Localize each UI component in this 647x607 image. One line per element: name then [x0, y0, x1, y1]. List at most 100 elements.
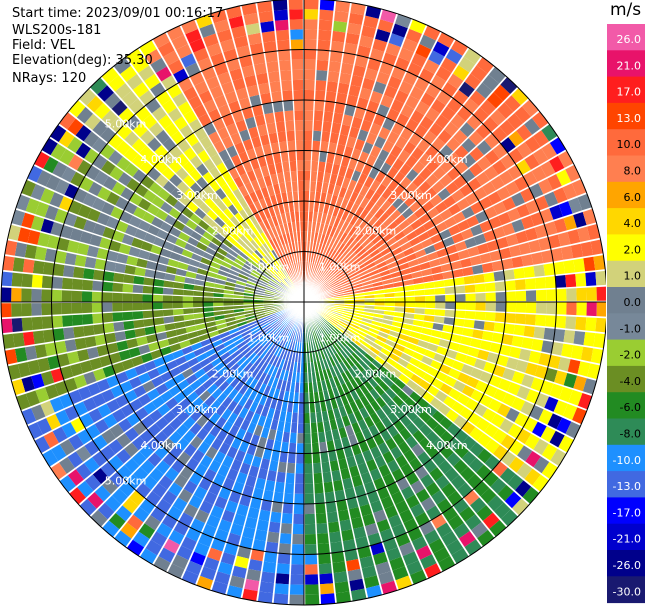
velocity-gate — [433, 240, 446, 251]
velocity-gate — [364, 575, 380, 589]
velocity-gate — [340, 62, 354, 75]
velocity-gate — [294, 483, 304, 494]
velocity-gate — [207, 547, 223, 562]
velocity-gate — [282, 327, 289, 337]
velocity-gate — [406, 379, 419, 391]
velocity-gate — [538, 236, 551, 251]
velocity-gate — [255, 286, 266, 292]
velocity-gate — [279, 245, 286, 256]
velocity-gate — [57, 237, 70, 252]
velocity-gate — [394, 302, 405, 307]
velocity-gate — [239, 462, 251, 475]
velocity-gate — [222, 477, 236, 491]
velocity-gate — [249, 94, 262, 107]
velocity-gate — [170, 187, 184, 201]
velocity-gate — [511, 335, 524, 348]
velocity-gate — [58, 130, 75, 148]
velocity-gate — [102, 292, 113, 302]
velocity-gate — [387, 411, 400, 425]
velocity-gate — [249, 42, 264, 55]
velocity-gate — [321, 121, 332, 133]
velocity-gate — [108, 75, 126, 92]
velocity-gate — [384, 153, 397, 167]
velocity-gate — [163, 410, 177, 424]
velocity-gate — [218, 442, 231, 455]
velocity-gate — [458, 56, 476, 73]
velocity-gate — [236, 472, 248, 485]
velocity-gate — [272, 204, 281, 216]
velocity-gate — [337, 242, 346, 253]
velocity-gate — [434, 201, 448, 214]
velocity-gate — [418, 152, 432, 167]
velocity-gate — [572, 407, 587, 425]
velocity-gate — [11, 303, 22, 318]
velocity-gate — [225, 373, 237, 385]
velocity-gate — [343, 288, 354, 294]
velocity-gate — [504, 491, 522, 509]
velocity-gate — [196, 428, 209, 441]
velocity-gate — [317, 279, 326, 288]
velocity-gate — [299, 382, 304, 393]
velocity-gate — [282, 349, 289, 360]
velocity-gate — [304, 120, 313, 131]
velocity-gate — [279, 369, 286, 380]
velocity-gate — [316, 329, 323, 339]
velocity-gate — [351, 280, 362, 287]
velocity-gate — [304, 29, 318, 40]
velocity-gate — [251, 252, 261, 262]
velocity-gate — [144, 515, 161, 531]
velocity-gate — [326, 152, 335, 164]
velocity-gate — [17, 227, 31, 244]
velocity-gate — [133, 506, 150, 523]
velocity-gate — [280, 326, 288, 336]
velocity-gate — [52, 263, 65, 277]
velocity-gate — [345, 32, 360, 45]
velocity-gate — [216, 347, 228, 357]
velocity-gate — [440, 57, 457, 73]
velocity-gate — [36, 418, 52, 435]
velocity-gate — [289, 160, 297, 172]
velocity-gate — [138, 393, 152, 407]
velocity-gate — [304, 211, 309, 222]
velocity-gate — [426, 384, 440, 397]
velocity-gate — [246, 170, 257, 183]
velocity-gate — [211, 204, 223, 217]
velocity-gate — [393, 171, 406, 184]
velocity-gate — [162, 295, 173, 302]
velocity-gate — [336, 230, 345, 241]
velocity-gate — [452, 64, 470, 81]
velocity-gate — [173, 282, 185, 290]
velocity-gate — [325, 322, 334, 331]
velocity-gate — [151, 531, 168, 547]
velocity-gate — [476, 56, 494, 74]
velocity-gate — [182, 161, 196, 175]
velocity-gate — [367, 265, 378, 273]
velocity-gate — [319, 314, 328, 323]
velocity-gate — [411, 536, 428, 551]
velocity-gate — [331, 283, 341, 290]
velocity-gate — [102, 176, 118, 191]
velocity-gate — [346, 327, 357, 335]
velocity-gate — [276, 246, 284, 257]
velocity-gate — [384, 302, 395, 307]
velocity-gate — [557, 231, 571, 247]
velocity-gate — [421, 327, 433, 336]
velocity-gate — [92, 468, 109, 485]
velocity-gate — [321, 325, 330, 335]
velocity-gate — [275, 193, 283, 205]
velocity-gate — [213, 288, 225, 294]
velocity-gate — [342, 359, 352, 370]
velocity-gate — [394, 251, 406, 261]
velocity-gate — [254, 249, 264, 260]
velocity-gate — [30, 215, 45, 232]
velocity-gate — [290, 170, 298, 182]
velocity-gate — [323, 481, 334, 493]
velocity-gate — [327, 511, 339, 523]
colorbar-tick-label: 1.0 — [624, 270, 642, 283]
velocity-gate — [51, 444, 67, 462]
velocity-gate — [369, 248, 380, 258]
velocity-gate — [386, 220, 398, 232]
velocity-gate — [208, 179, 221, 193]
velocity-gate — [172, 349, 185, 360]
velocity-gate — [208, 482, 222, 496]
